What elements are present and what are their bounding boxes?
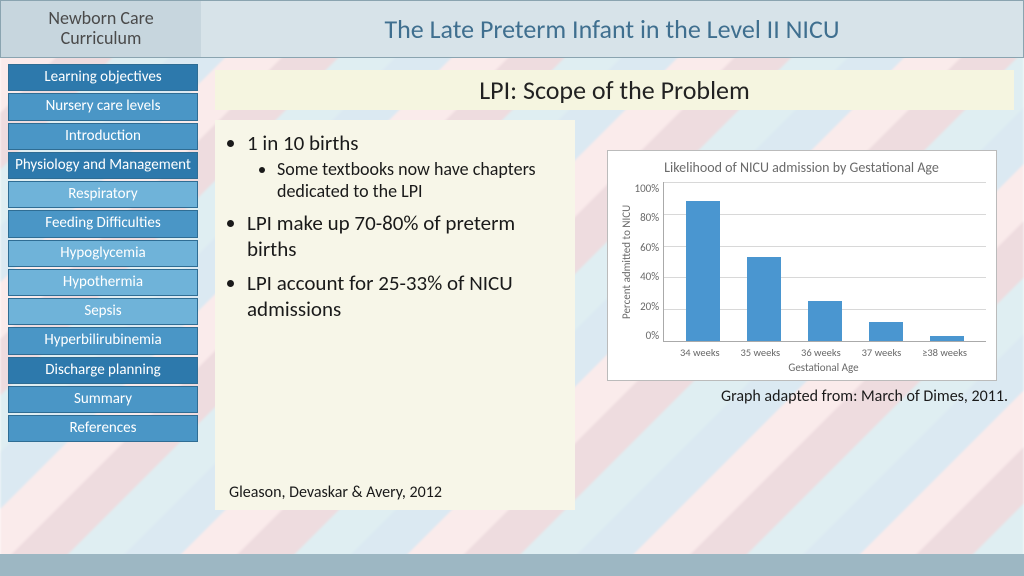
bullet-1: 1 in 10 births Some textbooks now have c… — [247, 130, 561, 202]
y-tick: 0% — [635, 329, 660, 342]
y-tick: 60% — [635, 241, 660, 254]
x-tick: 34 weeks — [680, 346, 720, 359]
x-tick: ≥38 weeks — [922, 346, 967, 359]
chart-bars — [664, 182, 985, 341]
bullet-1a: Some textbooks now have chapters dedicat… — [277, 158, 561, 202]
sidebar-item-9[interactable]: Hyperbilirubinemia — [8, 327, 198, 354]
sidebar-item-6[interactable]: Hypoglycemia — [8, 240, 198, 267]
bar-1 — [747, 257, 781, 341]
sidebar-item-3[interactable]: Physiology and Management — [8, 152, 198, 179]
bullet-2: LPI make up 70-80% of preterm births — [247, 210, 561, 262]
x-tick: 35 weeks — [740, 346, 780, 359]
y-tick: 40% — [635, 270, 660, 283]
chart-y-axis-label: Percent admitted to NICU — [618, 182, 635, 342]
bar-chart: Likelihood of NICU admission by Gestatio… — [607, 150, 997, 381]
header: Newborn Care Curriculum The Late Preterm… — [0, 0, 1024, 58]
y-tick: 100% — [635, 182, 660, 195]
bar-4 — [930, 336, 964, 341]
header-left-line2: Curriculum — [61, 27, 142, 49]
sidebar-item-2[interactable]: Introduction — [8, 123, 198, 150]
chart-column: Likelihood of NICU admission by Gestatio… — [589, 120, 1014, 510]
main-content: LPI: Scope of the Problem 1 in 10 births… — [215, 70, 1014, 546]
chart-title: Likelihood of NICU admission by Gestatio… — [618, 159, 986, 176]
footer-bar — [0, 554, 1024, 576]
chart-x-axis-label: Gestational Age — [662, 361, 986, 374]
section-title: LPI: Scope of the Problem — [215, 70, 1014, 110]
y-tick: 80% — [635, 211, 660, 224]
sidebar-item-8[interactable]: Sepsis — [8, 298, 198, 325]
y-tick: 20% — [635, 300, 660, 313]
bullet-panel: 1 in 10 births Some textbooks now have c… — [215, 120, 575, 510]
bullet-1-text: 1 in 10 births — [247, 130, 358, 156]
sidebar-item-12[interactable]: References — [8, 415, 198, 442]
header-left-line1: Newborn Care — [48, 7, 153, 29]
x-tick: 37 weeks — [862, 346, 902, 359]
chart-caption: Graph adapted from: March of Dimes, 2011… — [589, 387, 1014, 406]
sidebar-item-4[interactable]: Respiratory — [8, 181, 198, 208]
sidebar-item-1[interactable]: Nursery care levels — [8, 93, 198, 120]
sidebar-item-7[interactable]: Hypothermia — [8, 269, 198, 296]
bar-3 — [869, 322, 903, 341]
bar-2 — [808, 301, 842, 341]
page-title: The Late Preterm Infant in the Level II … — [201, 1, 1023, 57]
sidebar-item-11[interactable]: Summary — [8, 386, 198, 413]
sidebar-item-10[interactable]: Discharge planning — [8, 357, 198, 384]
chart-y-ticks: 100% 80% 60% 40% 20% 0% — [635, 182, 664, 342]
header-curriculum-title: Newborn Care Curriculum — [1, 1, 201, 57]
sidebar-nav: Learning objectivesNursery care levels In… — [8, 64, 198, 444]
sidebar-item-5[interactable]: Feeding Difficulties — [8, 210, 198, 237]
citation-bottom-left: Gleason, Devaskar & Avery, 2012 — [229, 483, 442, 502]
chart-x-ticks: 34 weeks 35 weeks 36 weeks 37 weeks ≥38 week… — [662, 346, 986, 359]
bullet-3: LPI account for 25-33% of NICU admission… — [247, 270, 561, 322]
x-tick: 36 weeks — [801, 346, 841, 359]
bar-0 — [686, 201, 720, 341]
chart-plot-area — [663, 182, 985, 342]
sidebar-item-0[interactable]: Learning objectives — [8, 64, 198, 91]
